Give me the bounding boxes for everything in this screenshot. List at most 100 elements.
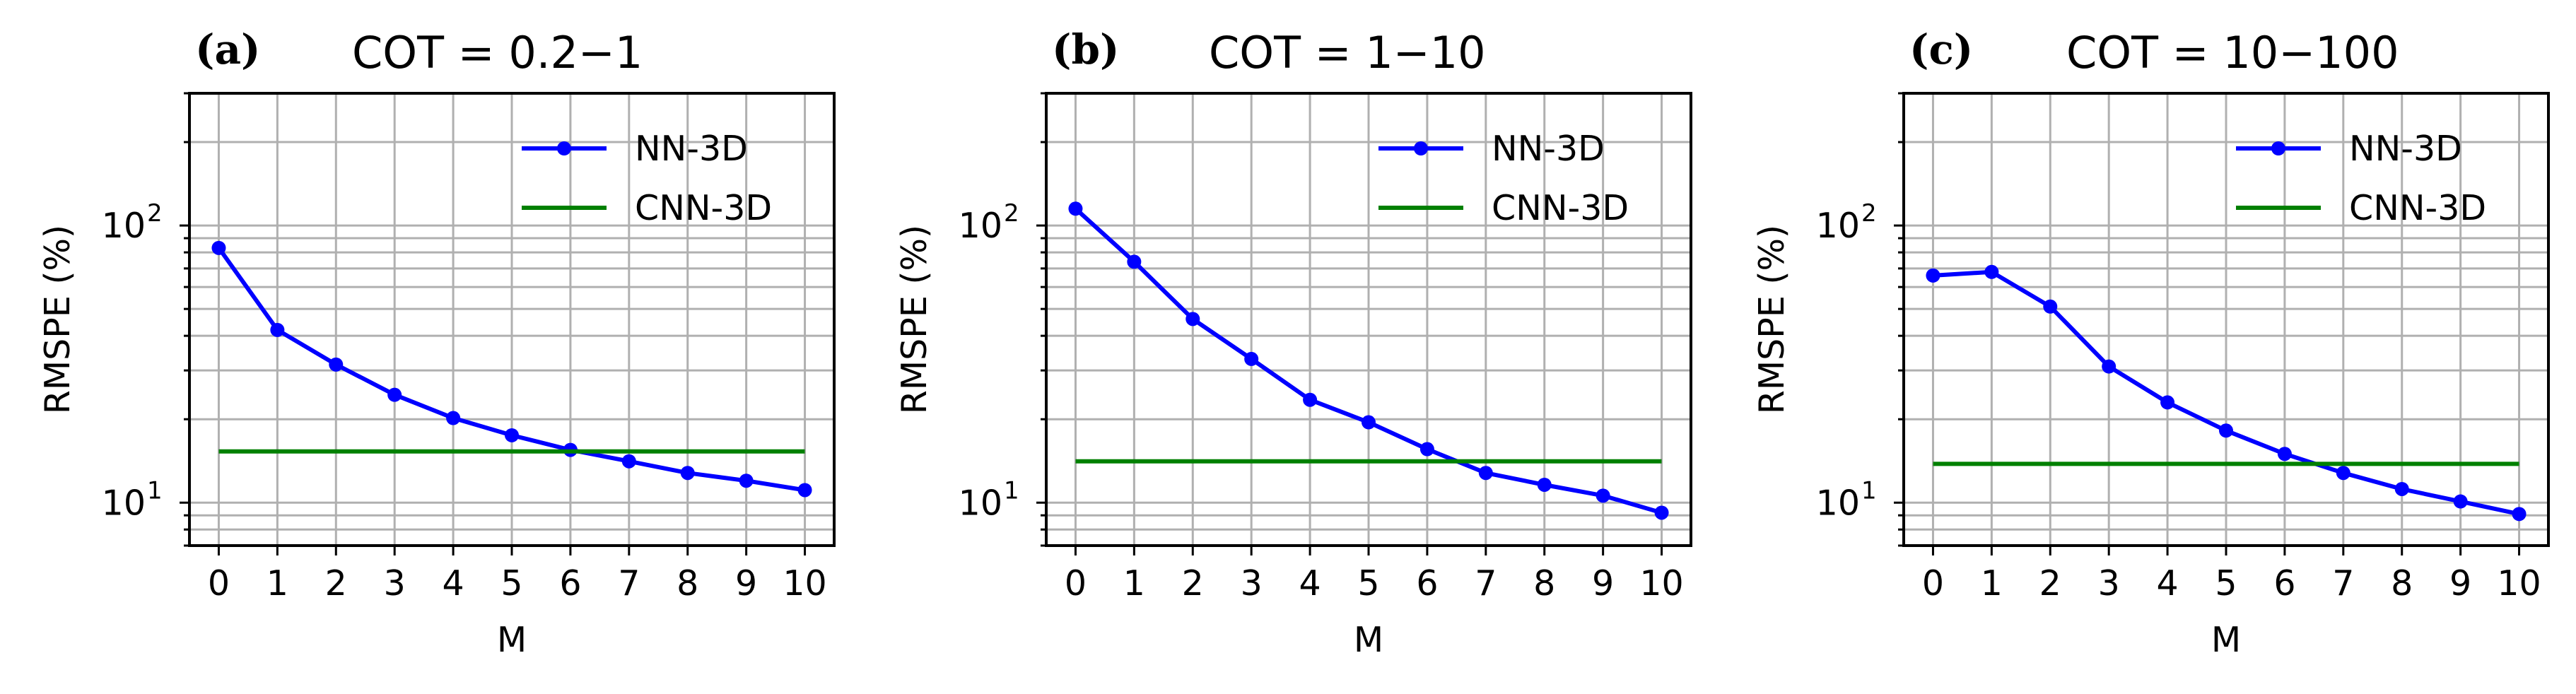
x-tick-label: 3 <box>2098 563 2120 604</box>
legend-item: NN-3D <box>1378 129 1605 169</box>
x-tick-label: 7 <box>2332 563 2354 604</box>
data-point-nn-3d <box>2219 423 2233 438</box>
data-point-nn-3d <box>1596 488 1610 503</box>
legend-label: NN-3D <box>1492 129 1605 169</box>
x-axis-label: M <box>1354 620 1383 660</box>
data-point-nn-3d <box>1068 201 1083 216</box>
y-tick-base: 10 <box>1816 483 1860 523</box>
y-tick-label: 10 1 <box>102 476 163 523</box>
x-tick-label: 9 <box>2449 563 2471 604</box>
y-tick-base: 10 <box>102 206 146 246</box>
y-tick-exponent: 1 <box>1861 476 1877 505</box>
legend-label: NN-3D <box>2349 129 2462 169</box>
legend-label: CNN-3D <box>635 188 772 228</box>
x-tick-label: 2 <box>2039 563 2061 604</box>
x-tick-label: 6 <box>2273 563 2295 604</box>
data-point-nn-3d <box>2394 481 2409 496</box>
y-tick-label: 10 2 <box>1816 199 1877 246</box>
y-tick-exponent: 1 <box>147 476 163 505</box>
legend-marker <box>1414 141 1428 155</box>
data-point-nn-3d <box>1244 351 1259 366</box>
y-tick-exponent: 1 <box>1004 476 1019 505</box>
x-tick-label: 4 <box>2156 563 2178 604</box>
y-axis-label: RMSPE (%) <box>1752 225 1792 414</box>
panel-label: (a) <box>195 25 260 73</box>
x-tick-label: 1 <box>267 563 288 604</box>
chart-title: COT = 1−10 <box>1209 27 1486 78</box>
legend-marker <box>2271 141 2285 155</box>
x-tick-label: 0 <box>1922 563 1944 604</box>
x-tick-label: 2 <box>1182 563 1204 604</box>
y-tick-exponent: 2 <box>1004 199 1019 228</box>
x-tick-label: 8 <box>2391 563 2413 604</box>
y-tick-exponent: 2 <box>147 199 163 228</box>
x-tick-label: 7 <box>618 563 640 604</box>
y-tick-base: 10 <box>959 483 1002 523</box>
data-point-nn-3d <box>1127 254 1142 269</box>
chart-title: COT = 10−100 <box>2066 27 2399 78</box>
x-tick-label: 10 <box>2497 563 2541 604</box>
data-point-nn-3d <box>2277 447 2292 461</box>
data-point-nn-3d <box>1537 477 1552 492</box>
x-tick-label: 8 <box>1533 563 1555 604</box>
x-tick-label: 6 <box>1416 563 1438 604</box>
data-point-nn-3d <box>2336 466 2350 481</box>
data-point-nn-3d <box>211 240 226 255</box>
data-point-nn-3d <box>1926 268 1940 283</box>
data-point-nn-3d <box>1185 312 1200 327</box>
x-tick-label: 4 <box>442 563 464 604</box>
legend-label: CNN-3D <box>2349 188 2486 228</box>
x-tick-label: 10 <box>1639 563 1683 604</box>
legend-label: CNN-3D <box>1492 188 1629 228</box>
data-point-nn-3d <box>329 357 344 372</box>
data-point-nn-3d <box>505 428 519 442</box>
y-tick-label: 10 1 <box>1816 476 1877 523</box>
x-tick-label: 10 <box>783 563 826 604</box>
x-tick-label: 2 <box>325 563 347 604</box>
x-axis-label: M <box>497 620 527 660</box>
data-point-nn-3d <box>446 411 461 425</box>
data-point-nn-3d <box>621 454 636 469</box>
y-tick-base: 10 <box>959 206 1002 246</box>
legend-marker <box>557 141 571 155</box>
chart-title: COT = 0.2−1 <box>352 27 643 78</box>
x-tick-label: 9 <box>735 563 757 604</box>
x-tick-label: 5 <box>500 563 522 604</box>
legend-item: CNN-3D <box>2236 188 2486 228</box>
y-axis-label: RMSPE (%) <box>37 225 78 414</box>
x-tick-label: 3 <box>1241 563 1263 604</box>
data-point-nn-3d <box>1362 415 1376 430</box>
data-point-nn-3d <box>739 474 754 488</box>
legend-item: NN-3D <box>522 129 748 169</box>
x-tick-label: 1 <box>1123 563 1145 604</box>
data-point-nn-3d <box>2453 494 2468 509</box>
data-point-nn-3d <box>680 466 695 481</box>
x-tick-label: 1 <box>1981 563 2003 604</box>
y-axis-label: RMSPE (%) <box>894 225 935 414</box>
data-point-nn-3d <box>1654 505 1669 520</box>
x-tick-label: 6 <box>559 563 581 604</box>
data-point-nn-3d <box>797 483 812 498</box>
x-tick-label: 4 <box>1299 563 1321 604</box>
x-axis-label: M <box>2211 620 2241 660</box>
x-tick-label: 8 <box>677 563 698 604</box>
x-tick-label: 3 <box>384 563 406 604</box>
y-tick-label: 10 2 <box>959 199 1019 246</box>
y-tick-exponent: 2 <box>1861 199 1877 228</box>
y-tick-base: 10 <box>102 483 146 523</box>
data-point-nn-3d <box>1984 264 1999 279</box>
legend-item: NN-3D <box>2236 129 2462 169</box>
data-point-nn-3d <box>2043 299 2058 314</box>
data-point-nn-3d <box>1303 392 1318 407</box>
panel-label: (b) <box>1052 25 1119 73</box>
legend-item: CNN-3D <box>1378 188 1629 228</box>
x-tick-label: 5 <box>2215 563 2237 604</box>
x-tick-label: 9 <box>1592 563 1614 604</box>
legend-item: CNN-3D <box>522 188 772 228</box>
data-point-nn-3d <box>1478 466 1493 481</box>
legend-label: NN-3D <box>635 129 748 169</box>
x-tick-label: 0 <box>208 563 230 604</box>
